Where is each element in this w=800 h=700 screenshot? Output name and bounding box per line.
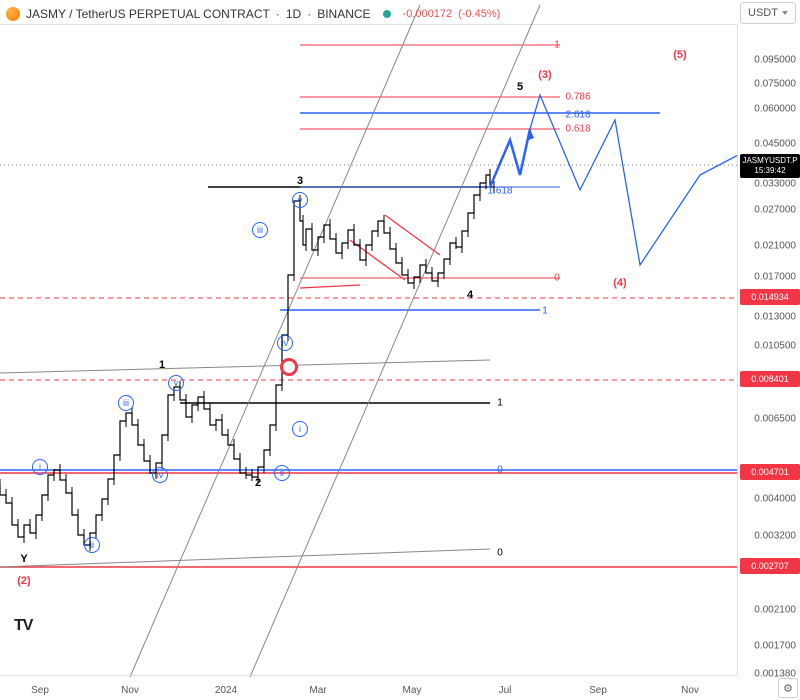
wave-label: 4	[467, 289, 473, 301]
price-tick: 0.010500	[754, 341, 796, 352]
time-scale[interactable]: ⚙ SepNov2024MarMayJulSepNov	[0, 675, 738, 700]
price-scale[interactable]: 0.0950000.0750000.0600000.0450000.038458…	[737, 24, 800, 676]
wave-label: 2.618	[565, 110, 590, 121]
time-tick: Sep	[31, 685, 49, 696]
marker-ring	[280, 358, 298, 376]
time-tick: May	[403, 685, 422, 696]
wave-label: 0	[554, 273, 560, 284]
quote-currency-selector[interactable]: USDT	[740, 2, 796, 24]
change-pct: (-0.45%)	[458, 8, 500, 20]
change-abs: -0.000172	[403, 8, 453, 20]
wave-label: 0	[497, 465, 503, 476]
price-tick: 0.001700	[754, 641, 796, 652]
wave-label: (4)	[613, 277, 626, 289]
wave-label: 0.786	[565, 92, 590, 103]
price-tick: 0.027000	[754, 205, 796, 216]
last-price-badge: JASMYUSDT.P15:39:42	[740, 154, 800, 178]
symbol-title[interactable]: JASMY / TetherUS PERPETUAL CONTRACT	[26, 7, 270, 21]
minor-wave-label: iv	[277, 335, 293, 351]
time-tick: Nov	[681, 685, 699, 696]
chart-plot[interactable]: TV 1 (5) (3) 5 0.786 2.618 0.618 3 1.618 0 (4) 4 1 1 0…	[0, 24, 738, 677]
minor-wave-label: v	[168, 375, 184, 391]
wave-label: 0	[497, 548, 503, 559]
wave-label: (5)	[673, 49, 686, 61]
wave-label: 5	[517, 81, 523, 93]
time-tick: Nov	[121, 685, 139, 696]
time-tick: Mar	[309, 685, 326, 696]
minor-wave-label: iv	[152, 467, 168, 483]
wave-label: 1	[542, 306, 548, 317]
price-tick: 0.045000	[754, 139, 796, 150]
wave-label: 1.618	[487, 186, 512, 197]
settings-icon[interactable]: ⚙	[778, 678, 798, 698]
market-status-dot	[383, 10, 391, 18]
price-tick: 0.002100	[754, 605, 796, 616]
tradingview-watermark: TV	[14, 617, 32, 635]
price-tick: 0.017000	[754, 272, 796, 283]
wave-label: 1	[497, 398, 503, 409]
time-tick: 2024	[215, 685, 237, 696]
minor-wave-label: iii	[252, 222, 268, 238]
drawings-layer	[0, 25, 738, 677]
wave-label: 2	[255, 477, 261, 489]
price-badge: 0.002707	[740, 558, 800, 574]
price-tick: 0.095000	[754, 55, 796, 66]
price-tick: 0.033000	[754, 179, 796, 190]
wave-label: 0.618	[565, 124, 590, 135]
wave-label: 1	[554, 40, 560, 51]
interval[interactable]: 1D	[286, 7, 301, 21]
price-badge: 0.004701	[740, 464, 800, 480]
wave-label: Y	[20, 553, 27, 565]
exchange: BINANCE	[317, 7, 370, 21]
minor-wave-label: ii	[84, 537, 100, 553]
wave-label: 3	[297, 175, 303, 187]
chart-header: JASMY / TetherUS PERPETUAL CONTRACT · 1D…	[0, 0, 800, 28]
minor-wave-label: i	[292, 421, 308, 437]
minor-wave-label: ii	[274, 465, 290, 481]
minor-wave-label: i	[32, 459, 48, 475]
price-tick: 0.060000	[754, 104, 796, 115]
price-tick: 0.006500	[754, 414, 796, 425]
time-tick: Jul	[499, 685, 512, 696]
wave-label: 1	[159, 359, 165, 371]
wave-label: (2)	[17, 575, 30, 587]
time-tick: Sep	[589, 685, 607, 696]
price-badge: 0.008401	[740, 371, 800, 387]
price-tick: 0.013000	[754, 312, 796, 323]
price-tick: 0.003200	[754, 531, 796, 542]
minor-wave-label: v	[292, 192, 308, 208]
minor-wave-label: iii	[118, 395, 134, 411]
price-tick: 0.004000	[754, 494, 796, 505]
price-tick: 0.021000	[754, 241, 796, 252]
price-badge: 0.014934	[740, 289, 800, 305]
price-tick: 0.075000	[754, 79, 796, 90]
wave-label: (3)	[538, 69, 551, 81]
symbol-logo	[6, 7, 20, 21]
